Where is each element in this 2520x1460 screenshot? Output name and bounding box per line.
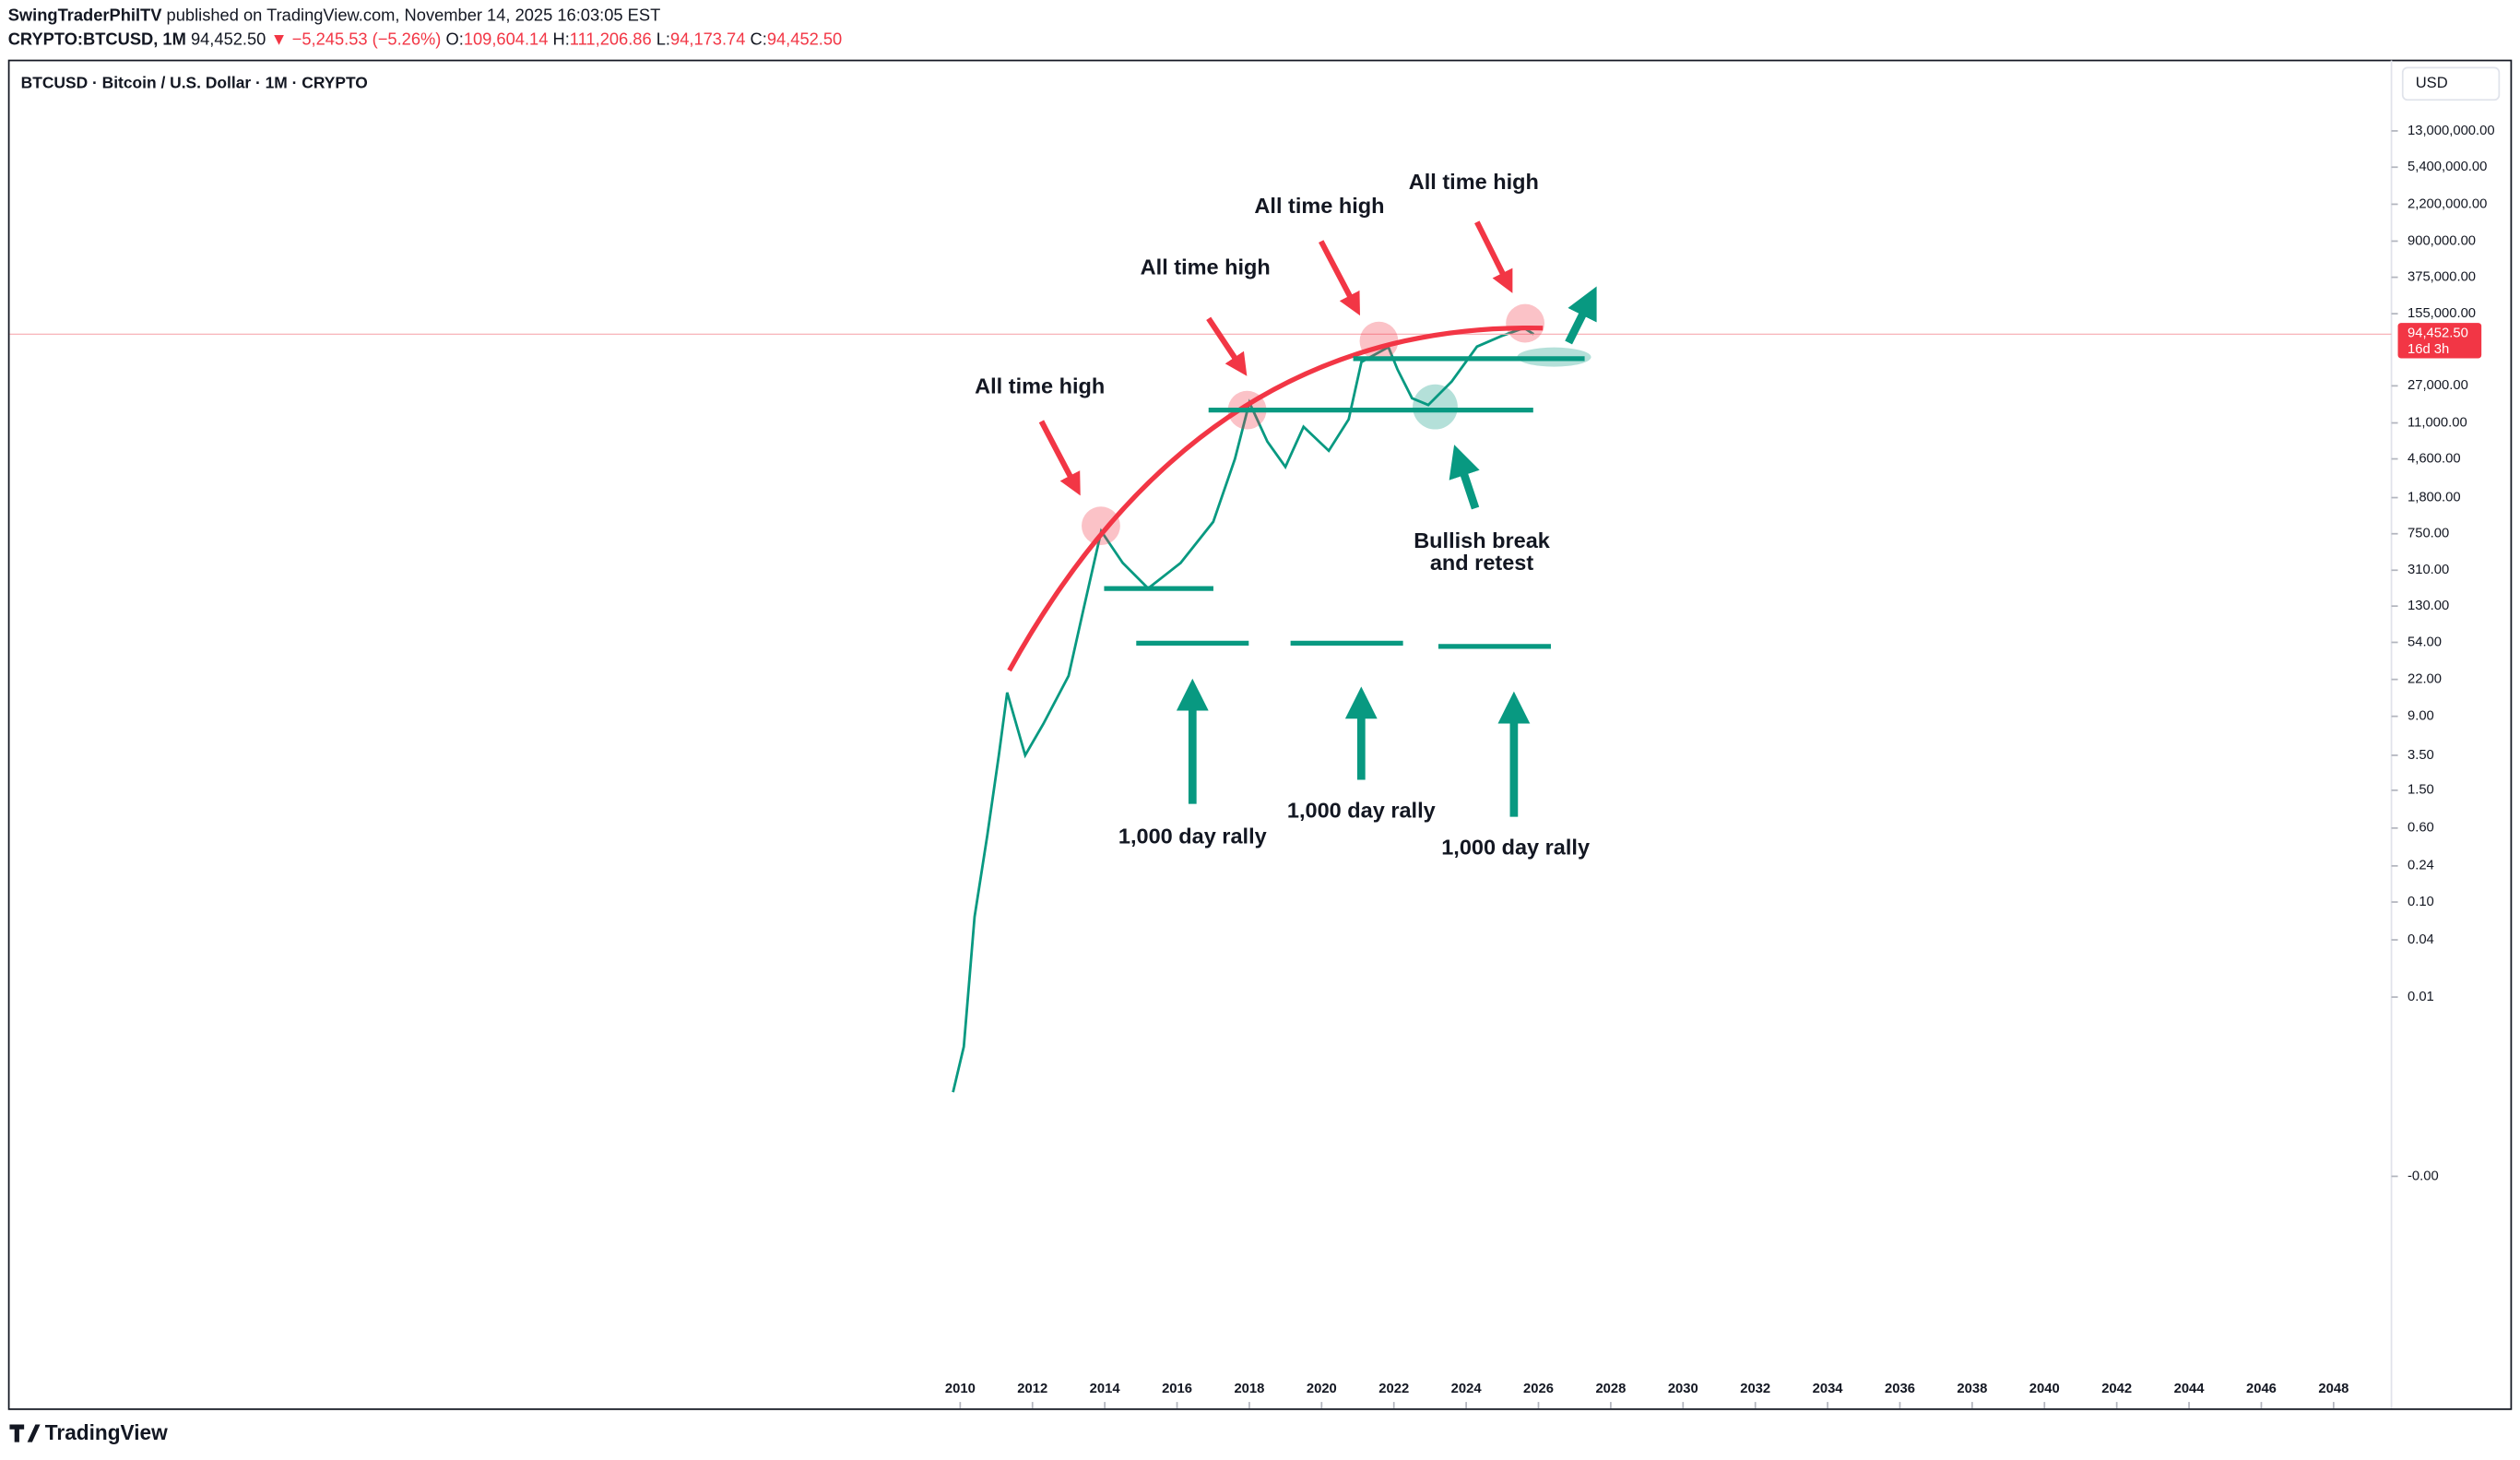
x-tick-label: 2046: [2246, 1382, 2277, 1396]
retest-circle: [1413, 384, 1458, 430]
logo-mark: [9, 1424, 41, 1442]
ath-circle: [1506, 303, 1545, 343]
x-tick-label: 2020: [1307, 1382, 1337, 1396]
x-tick-label: 2018: [1234, 1382, 1264, 1396]
y-tick-label: 3.50: [2408, 748, 2434, 763]
x-tick-label: 2014: [1090, 1382, 1121, 1396]
last-price-label: 94,452.50: [2408, 326, 2468, 340]
c-label: C:: [751, 30, 767, 49]
arrow: [1449, 445, 1480, 510]
x-tick-label: 2040: [2029, 1382, 2060, 1396]
x-tick-label: 2036: [1885, 1382, 1915, 1396]
ath-circle: [1359, 321, 1399, 361]
annotation: and retest: [1430, 551, 1534, 575]
currency: USD: [2416, 74, 2448, 91]
y-tick-label: 13,000,000.00: [2408, 124, 2495, 138]
annotation: 1,000 day rally: [1441, 836, 1590, 860]
y-tick-label: 0.01: [2408, 990, 2434, 1004]
x-tick-label: 2028: [1595, 1382, 1626, 1396]
brand: TradingView: [45, 1420, 168, 1444]
x-tick-label: 2042: [2101, 1382, 2132, 1396]
y-tick-label: 5,400,000.00: [2408, 160, 2487, 174]
arrow: [1474, 220, 1513, 293]
y-tick-label: 27,000.00: [2408, 378, 2468, 393]
logo: TradingView: [9, 1420, 168, 1444]
y-tick-label: 4,600.00: [2408, 451, 2461, 466]
annotation: 1,000 day rally: [1287, 799, 1436, 823]
x-tick-label: 2022: [1378, 1382, 1409, 1396]
annotation: All time high: [975, 374, 1105, 398]
y-tick-label: 1.50: [2408, 783, 2434, 798]
h-label: H:: [552, 30, 569, 49]
arrow: [1565, 286, 1597, 345]
y-tick-label: 1,800.00: [2408, 490, 2461, 504]
x-tick-label: 2034: [1813, 1382, 1844, 1396]
x-tick-label: 2024: [1451, 1382, 1483, 1396]
arrow: [1038, 420, 1081, 496]
x-tick-label: 2010: [945, 1382, 976, 1396]
drawings: [1007, 220, 1597, 817]
y-tick-label: 750.00: [2408, 527, 2449, 541]
y-tick-label: 130.00: [2408, 599, 2449, 613]
retest-ellipse: [1517, 347, 1591, 367]
y-tick-label: 0.04: [2408, 932, 2434, 947]
y-tick-label: 2,200,000.00: [2408, 196, 2487, 211]
y-tick-label: 155,000.00: [2408, 306, 2476, 321]
y-tick-label: 0.10: [2408, 895, 2434, 909]
y-tick-label: 375,000.00: [2408, 270, 2476, 285]
o-value: 109,604.14: [464, 30, 549, 49]
y-tick-label: 9.00: [2408, 709, 2434, 724]
arrow: [1319, 240, 1361, 316]
x-tick-label: 2044: [2174, 1382, 2206, 1396]
change: ▼ −5,245.53 (−5.26%): [270, 30, 441, 49]
chart-title: BTCUSD · Bitcoin / U.S. Dollar · 1M · CR…: [21, 73, 368, 91]
arc: [1007, 326, 1544, 672]
y-tick-label: 0.60: [2408, 821, 2434, 836]
annotation: All time high: [1409, 170, 1539, 194]
l-label: L:: [657, 30, 670, 49]
l-value: 94,173.74: [670, 30, 745, 49]
y-tick-label: 54.00: [2408, 635, 2442, 649]
y-tick-label: 310.00: [2408, 563, 2449, 577]
x-tick-label: 2038: [1957, 1382, 1987, 1396]
x-tick-label: 2030: [1668, 1382, 1698, 1396]
c-value: 94,452.50: [767, 30, 842, 49]
x-tick-label: 2032: [1740, 1382, 1770, 1396]
x-tick-label: 2016: [1162, 1382, 1192, 1396]
price-line: [952, 326, 1535, 1093]
plot: 13,000,000.00 5,400,000.00 2,200,000.00 900…: [9, 60, 2495, 1409]
annotation: All time high: [1254, 194, 1384, 218]
o-label: O:: [445, 30, 463, 49]
x-tick-label: 2012: [1017, 1382, 1047, 1396]
published: published on TradingView.com, November 1…: [167, 5, 661, 24]
symbol: CRYPTO:BTCUSD, 1M: [8, 30, 186, 49]
h-value: 111,206.86: [570, 30, 652, 49]
currency-box[interactable]: [2401, 66, 2501, 101]
annotation: All time high: [1141, 255, 1271, 279]
header-line: SwingTraderPhilTV published on TradingVi…: [8, 5, 661, 24]
symbol-line: CRYPTO:BTCUSD, 1M 94,452.50 ▼ −5,245.53 …: [8, 30, 843, 49]
y-tick-label: -0.00: [2408, 1169, 2439, 1183]
publisher: SwingTraderPhilTV: [8, 5, 163, 24]
last-price-tag: [2397, 323, 2482, 359]
y-tick-label: 0.24: [2408, 859, 2434, 873]
x-tick-label: 2048: [2318, 1382, 2348, 1396]
y-tick-label: 900,000.00: [2408, 233, 2476, 248]
countdown: 16d 3h: [2408, 342, 2449, 357]
last: 94,452.50: [191, 30, 266, 49]
annotation: Bullish break: [1414, 528, 1551, 552]
annotation: 1,000 day rally: [1118, 824, 1267, 848]
y-tick-label: 11,000.00: [2408, 415, 2467, 430]
y-tick-label: 22.00: [2408, 672, 2442, 687]
arrow: [1206, 316, 1248, 376]
chart-frame: [7, 59, 2513, 1410]
ath-circle: [1082, 506, 1120, 546]
x-tick-label: 2026: [1523, 1382, 1554, 1396]
